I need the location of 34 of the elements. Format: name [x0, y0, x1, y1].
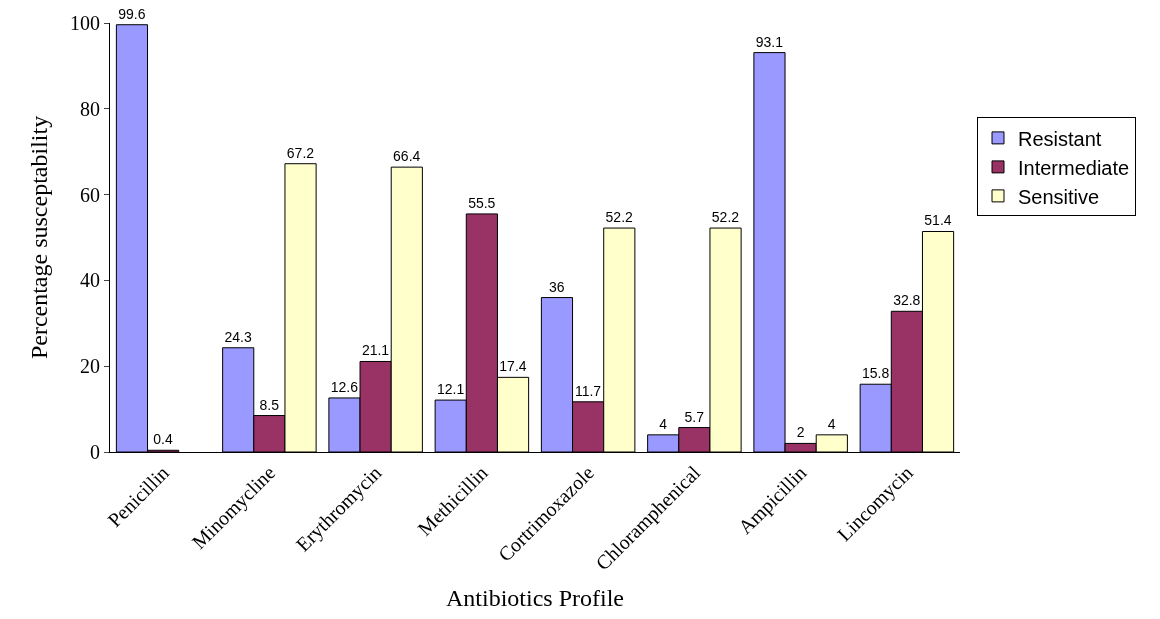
- data-label: 99.6: [118, 5, 146, 22]
- data-label: 66.4: [393, 148, 421, 165]
- y-tick-label: 100: [70, 12, 100, 34]
- data-label: 11.7: [574, 382, 602, 399]
- data-label: 67.2: [286, 144, 315, 161]
- y-axis-title: Percentage susceptability: [26, 115, 53, 360]
- data-label: 17.4: [499, 358, 527, 375]
- data-label: 32.8: [893, 292, 921, 309]
- data-label: 5.7: [684, 408, 705, 425]
- data-label: 15.8: [861, 365, 890, 382]
- y-tick-label: 20: [80, 355, 100, 378]
- data-label: 2: [796, 424, 805, 441]
- data-label: 24.3: [224, 328, 252, 345]
- y-tick-label: 0: [90, 441, 100, 463]
- data-label: 52.2: [605, 209, 634, 226]
- data-label: 93.1: [755, 33, 784, 50]
- y-tick-label: 60: [80, 183, 100, 206]
- data-label: 52.2: [711, 209, 740, 226]
- data-label: 4: [659, 415, 668, 432]
- data-label: 4: [827, 415, 836, 432]
- data-label: 55.5: [468, 194, 496, 211]
- y-tick-label: 40: [80, 269, 100, 292]
- y-tick-label: 80: [80, 97, 100, 120]
- data-label: 51.4: [924, 212, 952, 229]
- data-label: 36: [549, 278, 565, 295]
- data-label: 0.4: [153, 431, 173, 448]
- legend-label: Resistant: [1018, 127, 1102, 150]
- data-label: 12.1: [436, 381, 465, 398]
- data-label: 12.6: [330, 378, 359, 395]
- legend-label: Sensitive: [1018, 185, 1100, 208]
- data-label: 21.1: [361, 342, 390, 359]
- legend-label: Intermediate: [1018, 156, 1130, 179]
- x-axis-title: Antibiotics Profile: [446, 585, 624, 612]
- data-label: 8.5: [259, 396, 280, 413]
